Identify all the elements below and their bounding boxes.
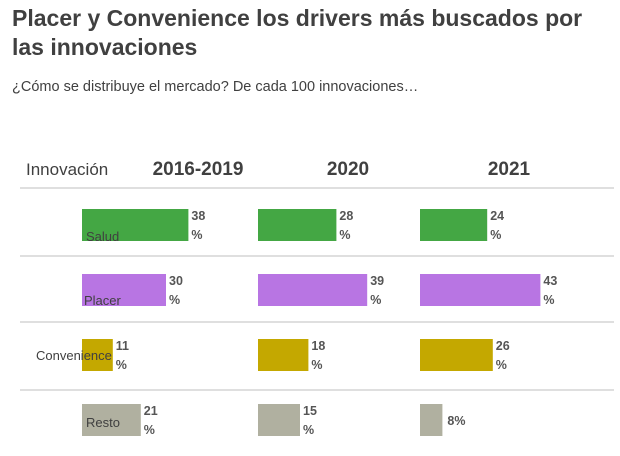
category-label-convenience: Convenience xyxy=(36,348,112,363)
value-label: 26 xyxy=(496,339,510,353)
value-label-unit: % xyxy=(144,423,155,437)
bar-2020-convenience xyxy=(258,339,308,371)
value-label: 24 xyxy=(490,209,504,223)
bar-2021-placer xyxy=(420,274,540,306)
value-label: 18 xyxy=(311,339,325,353)
row-header: Innovación xyxy=(26,160,108,179)
panel-headers: 2016-2019 2020 2021 xyxy=(153,159,531,180)
value-labels: 38% 30% 11% 21% 28% 39% 18% 15% 24% 43% 26% 8% xyxy=(116,209,558,437)
value-label-unit: % xyxy=(116,358,127,372)
value-label: 39 xyxy=(370,274,384,288)
value-label-unit: % xyxy=(311,358,322,372)
value-label: 30 xyxy=(169,274,183,288)
value-label-unit: % xyxy=(339,228,350,242)
panel-header-0: 2016-2019 xyxy=(153,159,244,180)
panel-header-2: 2021 xyxy=(488,159,531,180)
bar-2021-convenience xyxy=(420,339,493,371)
value-label: 28 xyxy=(339,209,353,223)
category-labels: Salud Placer Convenience Resto xyxy=(36,229,122,430)
value-label-unit: % xyxy=(490,228,501,242)
category-label-resto: Resto xyxy=(86,415,120,430)
value-label: 11 xyxy=(116,339,129,353)
value-label: 38 xyxy=(191,209,205,223)
value-label-unit: % xyxy=(370,293,381,307)
value-label: 43 xyxy=(543,274,557,288)
bar-2020-salud xyxy=(258,209,336,241)
value-label: 15 xyxy=(303,404,317,418)
value-label-unit: % xyxy=(543,293,554,307)
panel-header-1: 2020 xyxy=(327,159,369,180)
value-label: 8% xyxy=(447,414,465,428)
bar-2020-resto xyxy=(258,404,300,436)
value-label-unit: % xyxy=(496,358,507,372)
value-label-unit: % xyxy=(303,423,314,437)
bar-2021-resto xyxy=(420,404,442,436)
value-label-unit: % xyxy=(169,293,180,307)
chart: Innovación 2016-2019 2020 2021 38% 30% 11% 21… xyxy=(0,0,620,456)
category-label-placer: Placer xyxy=(84,293,122,308)
category-label-salud: Salud xyxy=(86,229,119,244)
value-label-unit: % xyxy=(191,228,202,242)
bar-2021-salud xyxy=(420,209,487,241)
bar-2020-placer xyxy=(258,274,367,306)
value-label: 21 xyxy=(144,404,158,418)
